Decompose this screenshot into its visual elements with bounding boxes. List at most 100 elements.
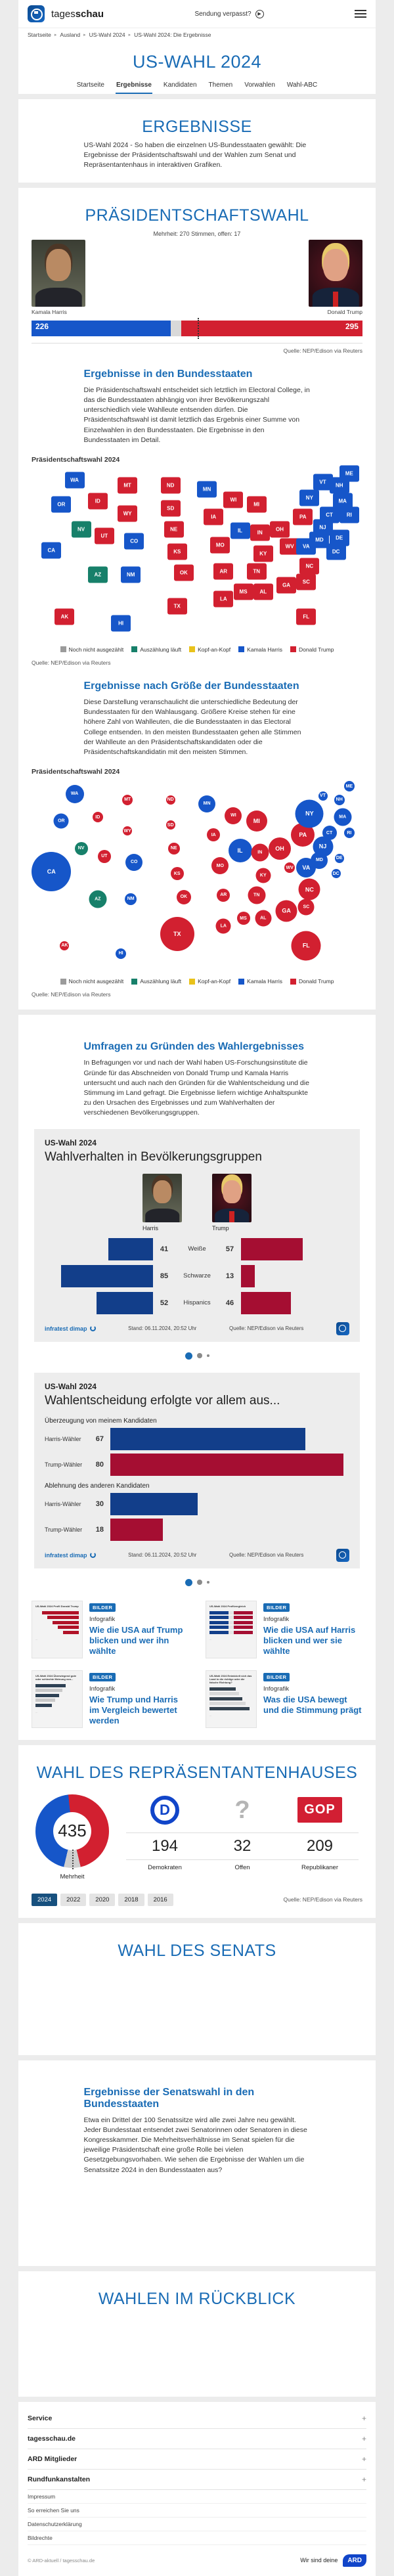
bubble-state-TN[interactable]: TN [248,886,266,904]
map-state-IN[interactable]: IN [250,524,270,541]
bubble-state-DC[interactable]: DC [331,869,341,879]
map-state-DE[interactable]: DE [329,529,349,546]
bubble-state-HI[interactable]: HI [116,948,127,959]
missed-show-link[interactable]: Sendung verpasst? ▶ [110,9,348,18]
bubble-state-WA[interactable]: WA [65,784,84,803]
bubble-state-CA[interactable]: CA [32,852,72,892]
tab-wahl-abc[interactable]: Wahl-ABC [286,81,318,89]
footer-section-service[interactable]: Service + [28,2409,366,2429]
bubble-state-ND[interactable]: ND [165,795,175,805]
bubble-state-MS[interactable]: MS [236,912,250,925]
expand-icon[interactable]: + [361,2454,366,2464]
footer-section-tagesschaude[interactable]: tagesschau.de + [28,2429,366,2449]
hamburger-menu-icon[interactable] [355,10,366,18]
map-state-TX[interactable]: TX [167,598,187,615]
map-state-OK[interactable]: OK [173,564,194,581]
bubble-state-AZ[interactable]: AZ [89,890,107,908]
map-state-MI[interactable]: MI [246,496,267,513]
map-state-AZ[interactable]: AZ [87,566,108,583]
tab-startseite[interactable]: Startseite [76,81,104,89]
bubble-state-AK[interactable]: AK [60,941,70,950]
bubble-state-OH[interactable]: OH [269,837,291,860]
bubble-state-MI[interactable]: MI [246,811,267,832]
bubble-state-WY[interactable]: WY [123,826,133,836]
bubble-state-SD[interactable]: SD [165,820,175,830]
bubble-state-UT[interactable]: UT [97,849,111,863]
map-state-VT[interactable]: VT [313,474,333,491]
map-state-AR[interactable]: AR [213,563,234,580]
carousel-dot[interactable] [196,1353,202,1359]
bubble-state-MN[interactable]: MN [198,795,216,812]
year-chip-2024[interactable]: 2024 [32,1893,58,1906]
map-state-NE[interactable]: NE [164,521,184,538]
map-state-SC[interactable]: SC [296,573,317,590]
map-state-MD[interactable]: MD [309,531,330,548]
carousel-dot-active[interactable] [185,1578,192,1586]
footer-legal-link[interactable]: Datenschutzerklärung [28,2518,366,2531]
tab-ergebnisse[interactable]: Ergebnisse [116,81,152,94]
map-state-CA[interactable]: CA [41,542,62,559]
footer-legal-link[interactable]: Impressum [28,2490,366,2504]
map-state-LA[interactable]: LA [213,590,234,608]
bubble-state-ID[interactable]: ID [92,812,103,823]
map-state-WY[interactable]: WY [118,505,138,522]
map-state-TN[interactable]: TN [246,563,267,580]
footer-section-ardmitglieder[interactable]: ARD Mitglieder + [28,2449,366,2470]
footer-legal-link[interactable]: So erreichen Sie uns [28,2504,366,2518]
bubble-state-MD[interactable]: MD [311,851,328,869]
infographic-teaser[interactable]: US-Wahl 2024 Entwickelt sich das Land in… [206,1670,362,1728]
map-state-GA[interactable]: GA [276,577,297,594]
footer-legal-link[interactable]: Bildrechte [28,2531,366,2545]
breadcrumb-link[interactable]: Startseite [28,32,51,38]
year-chip-2022[interactable]: 2022 [60,1893,87,1906]
map-state-RI[interactable]: RI [339,506,359,523]
map-state-KS[interactable]: KS [167,543,187,560]
map-state-ND[interactable]: ND [160,477,181,494]
map-state-MN[interactable]: MN [197,481,217,498]
bubble-state-MO[interactable]: MO [211,857,229,875]
map-state-MO[interactable]: MO [210,537,230,554]
expand-icon[interactable]: + [361,2433,366,2443]
bubble-state-WV[interactable]: WV [284,862,296,874]
bubble-state-DE[interactable]: DE [334,853,344,863]
bubble-state-NV[interactable]: NV [74,841,88,855]
infographic-teaser[interactable]: US-Wahl 2024 Profilvergleich … BILDER Infog… [206,1600,362,1658]
expand-icon[interactable]: + [361,2413,366,2423]
bubble-state-MT[interactable]: MT [122,794,133,805]
tab-themen[interactable]: Themen [208,81,233,89]
map-state-MT[interactable]: MT [118,477,138,494]
teaser-title[interactable]: Was die USA bewegt und die Stimmung präg… [263,1694,362,1715]
brand-wordmark[interactable]: tagesschau [51,8,104,20]
infographic-teaser[interactable]: US-Wahl 2024 Überwiegend gute oder schle… [32,1670,188,1728]
map-state-IA[interactable]: IA [204,508,224,525]
bubble-state-NM[interactable]: NM [125,893,137,905]
bubble-state-TX[interactable]: TX [160,917,194,952]
year-chip-2018[interactable]: 2018 [118,1893,144,1906]
map-state-ME[interactable]: ME [339,465,359,482]
bubble-state-MA[interactable]: MA [334,808,352,826]
map-state-NY[interactable]: NY [299,489,320,506]
map-state-NV[interactable]: NV [71,521,91,538]
map-state-AK[interactable]: AK [55,608,75,625]
carousel-dot[interactable] [206,1581,209,1584]
bubble-state-NY[interactable]: NY [295,799,324,828]
carousel-dot-active[interactable] [185,1352,192,1360]
carousel-dot[interactable] [196,1580,202,1586]
map-state-WI[interactable]: WI [223,491,244,508]
map-state-OR[interactable]: OR [51,496,72,513]
year-chip-2016[interactable]: 2016 [147,1893,173,1906]
map-state-HI[interactable]: HI [111,615,131,632]
tab-vorwahlen[interactable]: Vorwahlen [244,81,275,89]
tagesschau-logo-icon[interactable] [28,5,45,22]
carousel-dot[interactable] [206,1354,209,1358]
play-icon[interactable]: ▶ [255,9,264,18]
map-state-WA[interactable]: WA [64,472,85,489]
map-state-WV[interactable]: WV [280,538,300,555]
bubble-state-CO[interactable]: CO [125,853,143,871]
breadcrumb-link[interactable]: US-Wahl 2024 [89,32,125,38]
map-state-CO[interactable]: CO [124,533,144,550]
bubble-state-FL[interactable]: FL [291,931,321,961]
bubble-state-RI[interactable]: RI [343,828,355,839]
ard-logo[interactable]: ARD [343,2554,366,2567]
map-state-OH[interactable]: OH [270,521,290,538]
